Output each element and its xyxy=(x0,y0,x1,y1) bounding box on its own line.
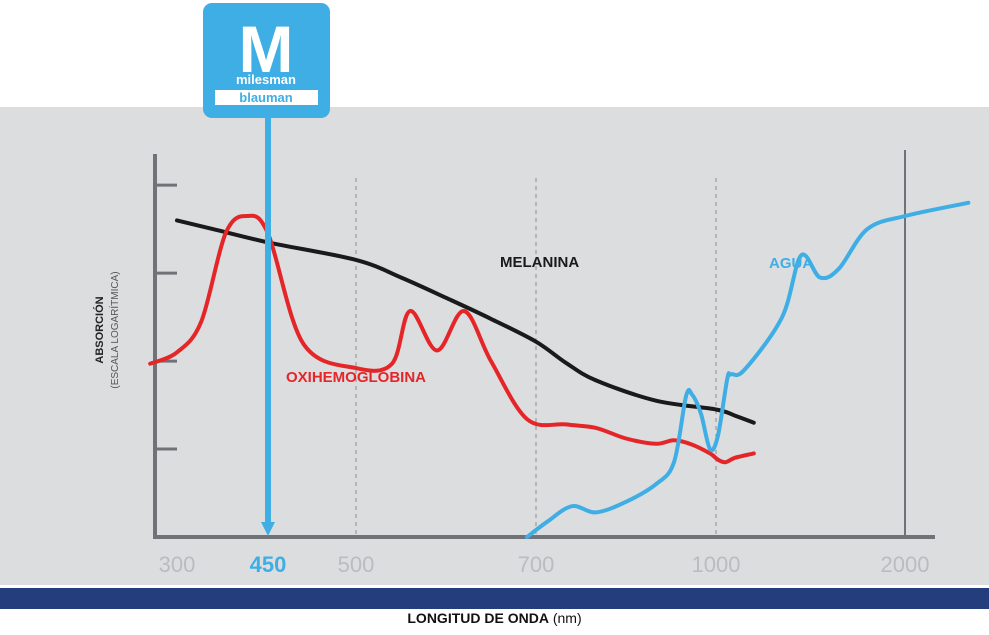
x-tick-label-500: 500 xyxy=(338,552,375,577)
series-line-oxihemoglobina xyxy=(148,213,756,465)
series-label-melanina: MELANINA xyxy=(500,254,579,271)
x-axis-title-text: LONGITUD DE ONDA xyxy=(407,610,549,626)
bottom-bar xyxy=(0,588,989,609)
series-line-agua xyxy=(525,200,971,539)
series-label-agua: AGUA xyxy=(769,255,813,272)
series-line-melanina xyxy=(175,218,756,425)
axes xyxy=(153,154,935,539)
highlight-marker xyxy=(261,110,275,536)
y-axis-title: ABSORCIÓN xyxy=(93,296,106,363)
chart-panel xyxy=(0,107,989,585)
x-tick-labels: 300 450 500 700 1000 2000 xyxy=(159,552,930,577)
logo-line2-box xyxy=(215,90,318,105)
logo-badge xyxy=(203,3,330,118)
series-lines xyxy=(148,200,971,539)
x-tick-label-2000: 2000 xyxy=(881,552,930,577)
x-axis-unit: (nm) xyxy=(552,610,582,626)
y-axis-label: ABSORCIÓN (ESCALA LOGARÍTMICA) xyxy=(93,271,121,388)
x-tick-label-300: 300 xyxy=(159,552,196,577)
x-tick-label-450: 450 xyxy=(250,552,287,577)
logo-line1: milesman xyxy=(236,72,296,87)
brand-logo: M milesman blauman xyxy=(203,3,330,118)
series-labels: MELANINA OXIHEMOGLOBINA AGUA xyxy=(286,254,813,386)
x-axis-title: LONGITUD DE ONDA (nm) xyxy=(0,610,989,626)
series-label-oxihemoglobina: OXIHEMOGLOBINA xyxy=(286,369,426,386)
logo-line2: blauman xyxy=(239,90,293,105)
x-tick-label-700: 700 xyxy=(518,552,555,577)
logo-letter: M xyxy=(239,12,294,86)
x-tick-label-1000: 1000 xyxy=(692,552,741,577)
y-axis-subtitle: (ESCALA LOGARÍTMICA) xyxy=(108,271,121,388)
highlight-bar-450 xyxy=(265,110,271,528)
highlight-arrow xyxy=(261,522,275,536)
